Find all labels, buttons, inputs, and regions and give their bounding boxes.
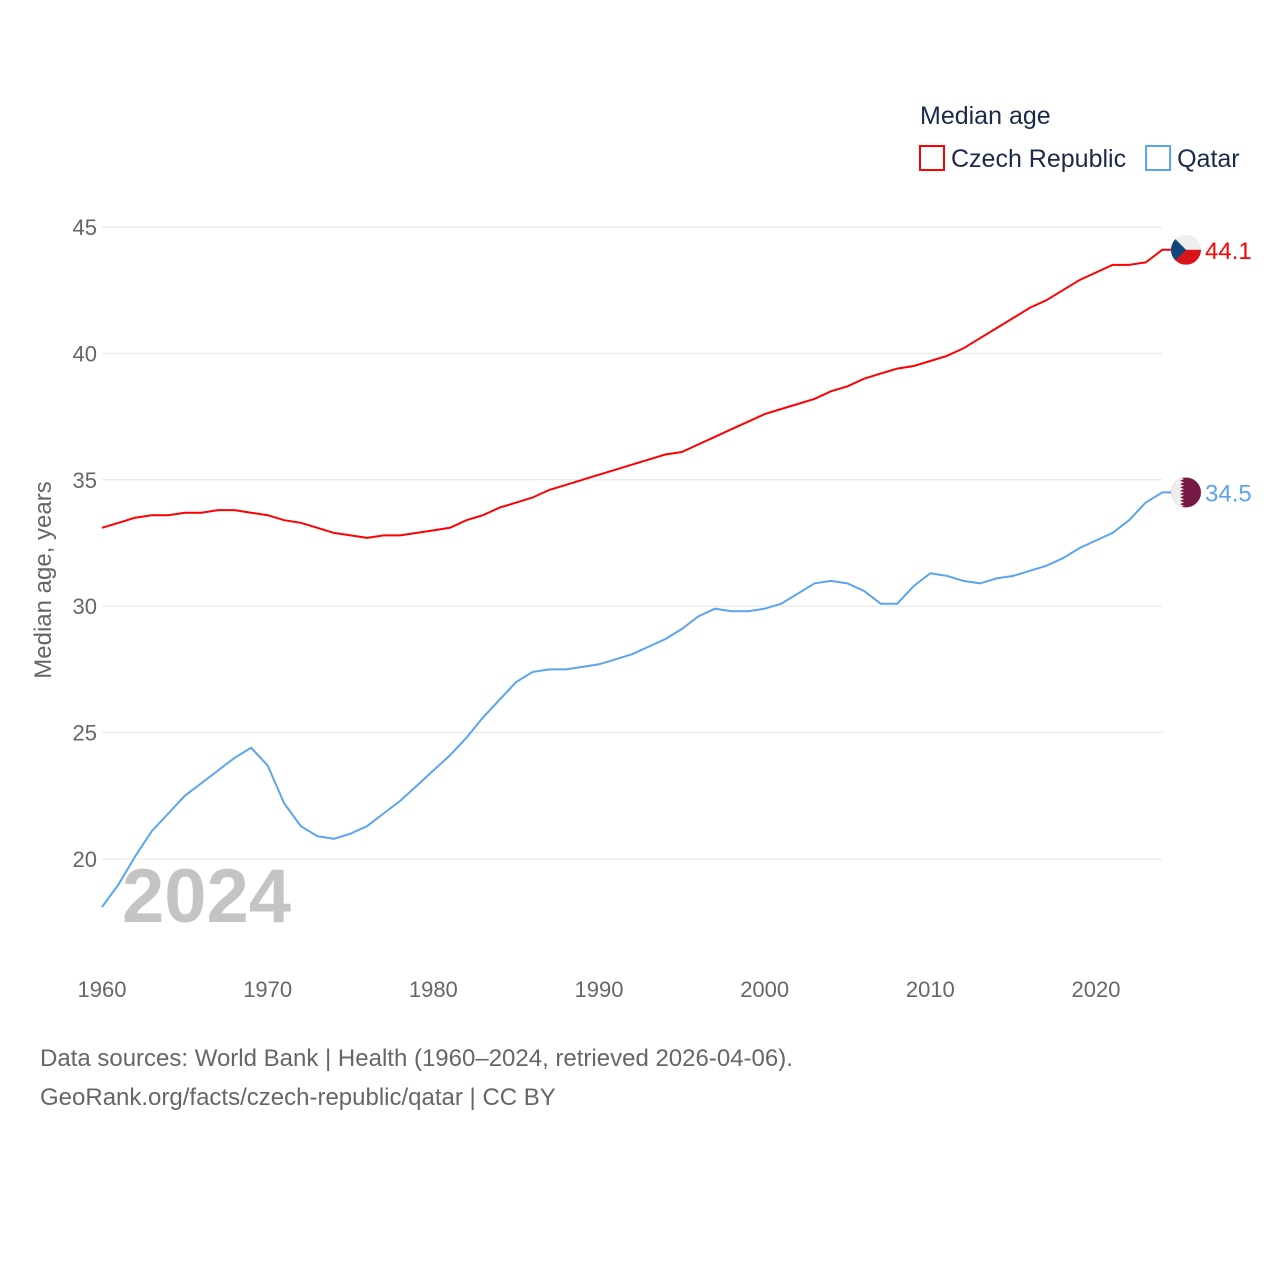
flag-white (1171, 477, 1184, 508)
x-tick-label: 2010 (906, 977, 955, 1002)
y-axis: 20 25 30 35 40 45 (73, 215, 97, 872)
x-axis: 1960 1970 1980 1990 2000 2010 2020 (78, 977, 1121, 1002)
flag-blue (1171, 234, 1186, 265)
flag-body (1171, 477, 1201, 508)
legend-title: Median age (920, 102, 1051, 130)
y-tick-label: 25 (73, 721, 97, 746)
y-tick-label: 20 (73, 847, 97, 872)
legend-label: Qatar (1177, 145, 1240, 173)
x-tick-label: 1980 (409, 977, 458, 1002)
x-tick-label: 2020 (1072, 977, 1121, 1002)
legend-swatch (919, 145, 945, 171)
x-tick-label: 2000 (740, 977, 789, 1002)
legend[interactable]: Czech Republic Qatar (919, 145, 1240, 173)
y-tick-label: 30 (73, 594, 97, 619)
series-line-qatar (101, 491, 1176, 908)
x-tick-label: 1990 (575, 977, 624, 1002)
footer-sources: Data sources: World Bank | Health (1960–… (40, 1045, 793, 1072)
qatar-flag-icon (1171, 477, 1201, 508)
footer-link[interactable]: GeoRank.org/facts/czech-republic/qatar |… (40, 1084, 556, 1111)
gridlines (102, 226, 1162, 860)
end-value-label: 34.5 (1205, 480, 1252, 507)
y-tick-label: 35 (73, 468, 97, 493)
y-tick-label: 40 (73, 341, 97, 366)
legend-item-czech-republic[interactable]: Czech Republic (919, 145, 1126, 173)
y-tick-label: 45 (73, 215, 97, 240)
end-value-label: 44.1 (1205, 238, 1252, 265)
x-tick-label: 1970 (243, 977, 292, 1002)
flag-body (1171, 234, 1201, 265)
czech-flag-icon (1171, 234, 1201, 265)
legend-item-qatar[interactable]: Qatar (1145, 145, 1240, 173)
legend-label: Czech Republic (951, 145, 1126, 173)
series-line-czech-republic (101, 248, 1176, 539)
legend-swatch (1145, 145, 1172, 171)
year-watermark: 2024 (122, 854, 291, 939)
series-lines: 44.1 34.5 (101, 234, 1252, 908)
y-axis-label: Median age, years (30, 481, 57, 678)
x-tick-label: 1960 (78, 977, 127, 1002)
